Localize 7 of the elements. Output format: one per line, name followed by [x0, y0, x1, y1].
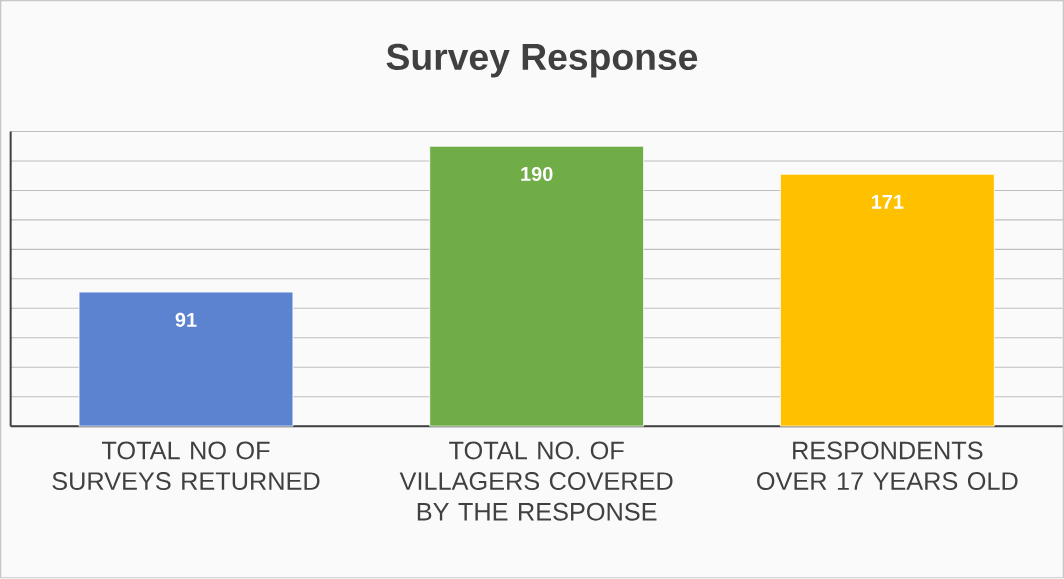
x-tick-label: TOTAL NO OF SURVEYS RETURNED [52, 441, 320, 491]
data-label: 171 [871, 195, 904, 209]
data-label: 91 [175, 312, 197, 328]
chart-title: Survey Response [386, 43, 698, 78]
x-tick-label: RESPONDENTS OVER 17 YEARS OLD [757, 441, 1018, 491]
x-tick-label: TOTAL NO. OF VILLAGERS COVERED BY THE RESPONSE [399, 441, 673, 521]
data-label: 190 [521, 167, 553, 182]
